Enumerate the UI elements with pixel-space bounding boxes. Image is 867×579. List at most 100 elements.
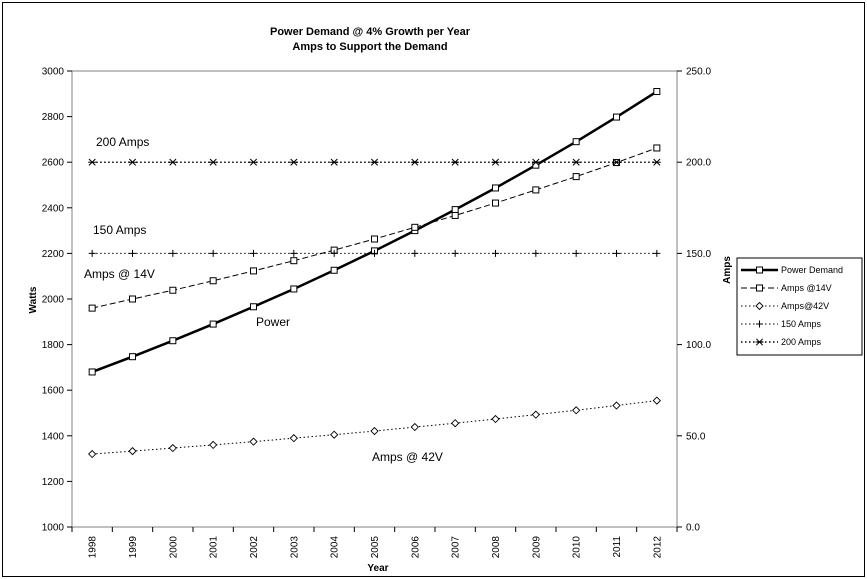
x-tick-label: 2006 bbox=[410, 536, 421, 559]
chart-subtitle: Amps to Support the Demand bbox=[292, 41, 447, 53]
series-200-amps bbox=[88, 158, 661, 166]
data-point bbox=[451, 158, 460, 166]
data-point bbox=[653, 144, 661, 152]
series-amps-42v bbox=[88, 396, 661, 459]
plot-area bbox=[88, 88, 661, 459]
data-point bbox=[128, 158, 137, 166]
data-point bbox=[88, 304, 96, 312]
x-tick-label: 1999 bbox=[128, 536, 139, 559]
data-point bbox=[451, 419, 460, 428]
x-tick-label: 2012 bbox=[652, 536, 663, 559]
data-point bbox=[492, 249, 499, 257]
data-point bbox=[572, 158, 581, 166]
x-tick-label: 1998 bbox=[88, 536, 99, 559]
annotation-200-amps: 200 Amps bbox=[96, 135, 149, 149]
data-point bbox=[532, 161, 540, 169]
data-point bbox=[129, 249, 136, 257]
data-point bbox=[653, 88, 661, 96]
data-point bbox=[652, 158, 661, 166]
legend-marker bbox=[756, 266, 763, 274]
legend-label: Amps @14V bbox=[781, 283, 832, 293]
y2-tick-label: 250.0 bbox=[686, 67, 711, 78]
data-point bbox=[492, 199, 499, 207]
data-point bbox=[209, 320, 217, 328]
x-tick-label: 2009 bbox=[531, 536, 542, 559]
y2-axis-title: Amps bbox=[722, 256, 733, 284]
data-point bbox=[410, 158, 419, 166]
data-point bbox=[88, 249, 96, 257]
data-point bbox=[290, 285, 298, 293]
legend-label: Amps@42V bbox=[781, 301, 829, 311]
data-point bbox=[250, 267, 257, 275]
y2-tick-label: 0.0 bbox=[686, 523, 700, 534]
data-point bbox=[653, 249, 661, 257]
y-axis-title: Watts bbox=[28, 286, 39, 313]
data-point bbox=[289, 434, 298, 443]
data-point bbox=[330, 266, 338, 274]
data-point bbox=[491, 158, 500, 166]
data-point bbox=[128, 446, 137, 456]
legend-marker bbox=[755, 301, 764, 311]
data-point bbox=[411, 249, 419, 257]
data-point bbox=[330, 430, 339, 439]
annotation-amps-42v: Amps @ 42V bbox=[372, 450, 443, 464]
data-point bbox=[250, 249, 257, 257]
data-point bbox=[249, 437, 258, 446]
data-point bbox=[88, 449, 97, 459]
data-point bbox=[209, 440, 218, 450]
data-point bbox=[290, 257, 298, 265]
data-point bbox=[209, 158, 218, 166]
data-point bbox=[613, 113, 620, 121]
y2-tick-label: 150.0 bbox=[686, 249, 711, 260]
series-line bbox=[92, 147, 658, 309]
legend-label: Power Demand bbox=[781, 265, 843, 275]
series-line bbox=[91, 90, 658, 374]
data-point bbox=[209, 249, 217, 257]
data-point bbox=[169, 286, 177, 294]
data-point bbox=[531, 410, 540, 419]
data-point bbox=[129, 353, 136, 361]
data-point bbox=[612, 401, 621, 410]
x-tick-label: 2004 bbox=[330, 536, 341, 559]
x-tick-label: 2002 bbox=[249, 536, 260, 559]
y2-tick-label: 100.0 bbox=[686, 340, 711, 351]
annotation-amps-14v: Amps @ 14V bbox=[84, 267, 155, 281]
data-point bbox=[88, 368, 96, 376]
y-tick-label: 2400 bbox=[42, 203, 65, 214]
legend-marker bbox=[756, 320, 763, 328]
data-point bbox=[209, 277, 217, 285]
data-point bbox=[330, 158, 339, 166]
y-tick-label: 2600 bbox=[42, 158, 65, 169]
legend-marker bbox=[755, 338, 764, 346]
data-point bbox=[572, 249, 580, 257]
data-point bbox=[88, 158, 97, 166]
data-point bbox=[451, 206, 459, 214]
series-line bbox=[92, 400, 657, 455]
data-point bbox=[370, 158, 379, 166]
data-point bbox=[652, 396, 661, 405]
data-point bbox=[371, 235, 378, 243]
x-tick-label: 2007 bbox=[451, 536, 462, 559]
axes: 1000 1200 1400 1600 1800 2000 2200 2400 2600 2800… bbox=[42, 67, 712, 559]
legend-label: 150 Amps bbox=[781, 319, 822, 329]
x-tick-label: 2011 bbox=[612, 536, 623, 558]
x-tick-label: 2010 bbox=[572, 536, 583, 559]
x-tick-label: 2008 bbox=[491, 536, 502, 559]
data-point bbox=[250, 303, 257, 311]
y2-tick-label: 200.0 bbox=[686, 158, 711, 169]
y-tick-label: 2200 bbox=[42, 249, 65, 260]
series-amps-14v bbox=[88, 144, 661, 312]
x-axis-title: Year bbox=[367, 563, 388, 574]
x-tick-label: 2003 bbox=[289, 536, 300, 559]
data-point bbox=[612, 158, 621, 166]
data-point bbox=[290, 249, 298, 257]
series-power-demand bbox=[88, 88, 661, 376]
legend-label: 200 Amps bbox=[781, 337, 822, 347]
x-tick-label: 2005 bbox=[370, 536, 381, 559]
data-point bbox=[451, 249, 459, 257]
annotation-power: Power bbox=[256, 315, 290, 329]
data-point bbox=[532, 186, 540, 194]
y-tick-label: 1400 bbox=[42, 431, 65, 442]
data-point bbox=[613, 249, 620, 257]
